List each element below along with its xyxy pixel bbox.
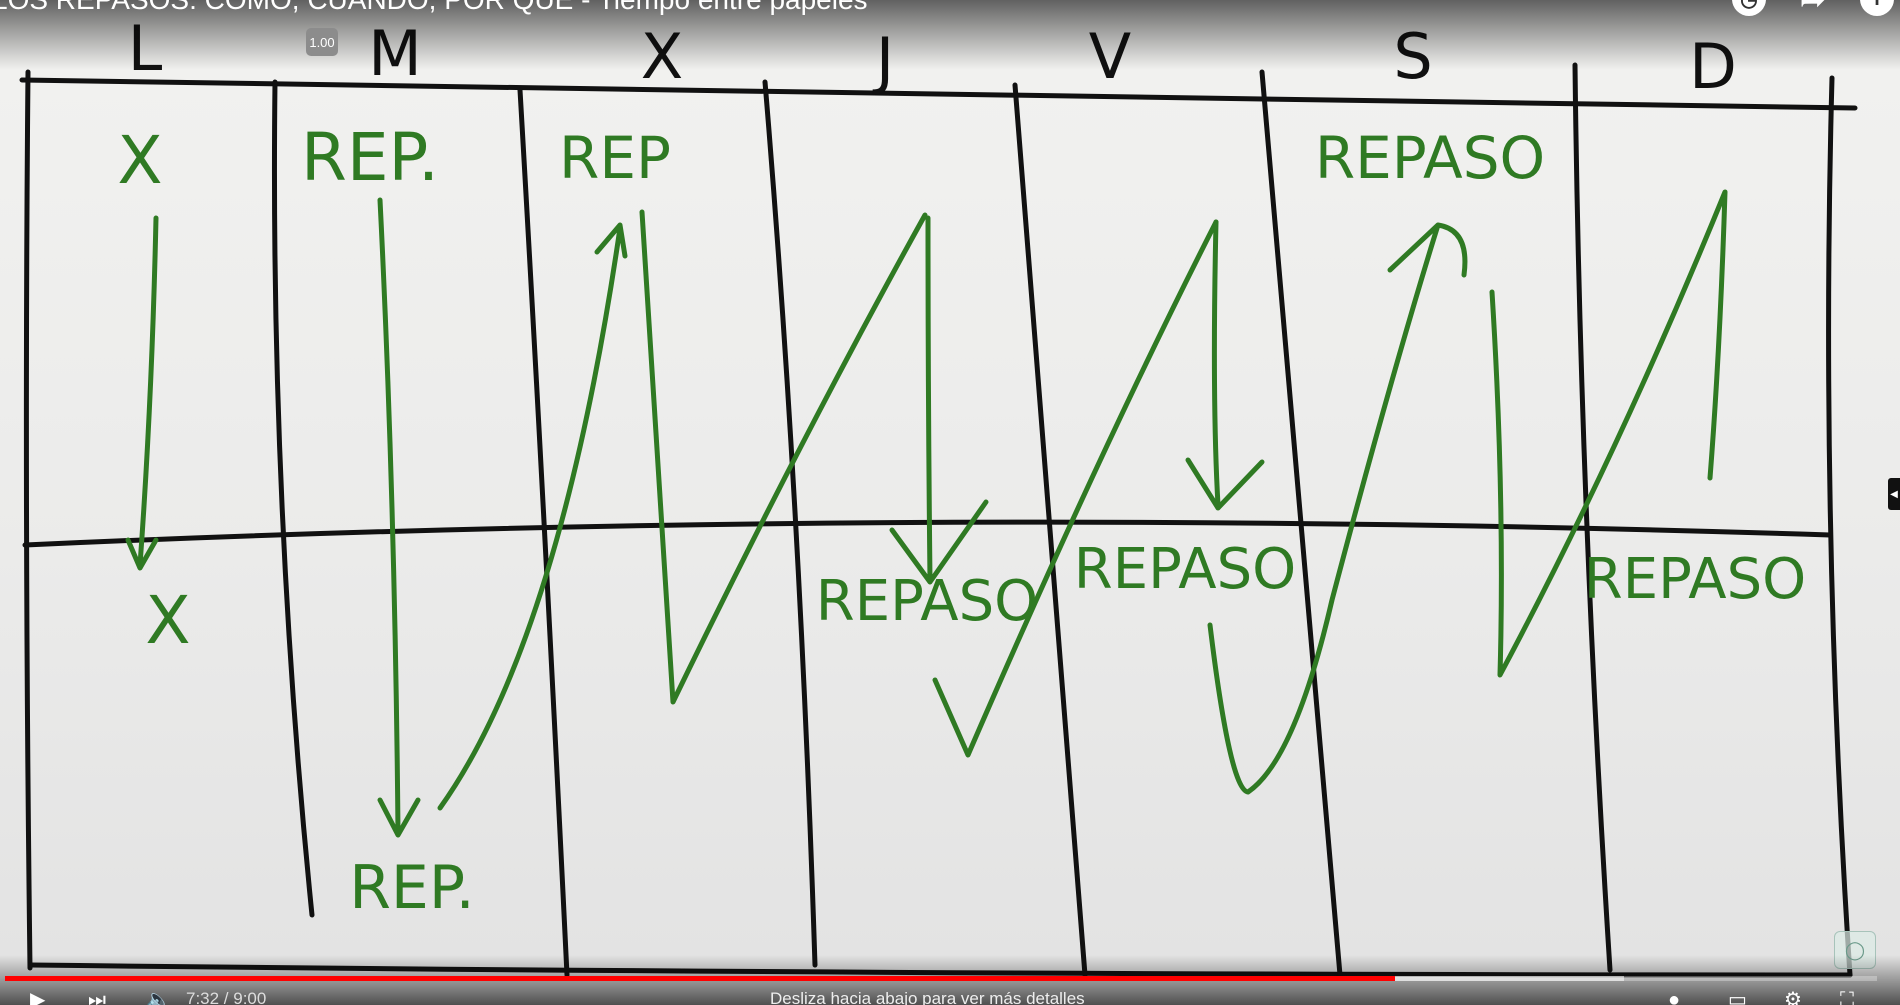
grid-col-divider-4 (1012, 82, 1088, 978)
swipe-hint: Desliza hacia abajo para ver más detalle… (770, 989, 1085, 1005)
autoplay-toggle-icon[interactable]: ● (1668, 989, 1681, 1005)
grid-middle-line (22, 519, 1833, 548)
channel-logo-mark: ◯ (1844, 939, 1866, 960)
volume-icon[interactable]: 🔈 (146, 989, 171, 1005)
top-cell-label-0: X (117, 122, 162, 199)
bottom-cell-label-0: X (145, 582, 190, 659)
video-title[interactable]: LOS REPASOS: CÓMO, CUÁNDO, POR QUÉ - Tie… (0, 0, 868, 16)
share-icon[interactable]: ➦ (1796, 0, 1830, 16)
grid-top-line (19, 77, 1858, 111)
bottom-cell-label-1: REP. (349, 853, 475, 923)
progress-played (5, 976, 1395, 981)
arrow-j-down (889, 215, 989, 585)
top-cell-label-2: REP (559, 124, 671, 192)
arrow-m-down (377, 197, 421, 838)
review-arrows (125, 189, 1728, 838)
arrow-l-down (125, 215, 159, 571)
player-controls: ▶ ⏭ 🔈 7:32 / 9:00 Desliza hacia abajo pa… (0, 989, 1900, 1005)
top-cell-label-1: REP. (301, 119, 439, 196)
play-icon[interactable]: ▶ (30, 989, 46, 1005)
progress-bar[interactable] (5, 976, 1877, 981)
playback-speed-badge: 1.00 (306, 28, 338, 56)
fullscreen-icon[interactable]: ⛶ (1840, 989, 1854, 1005)
grid-col-divider-3 (762, 79, 818, 968)
captions-icon[interactable]: ▭ (1728, 989, 1747, 1005)
top-icons: ◷ ➦ i (1732, 0, 1894, 16)
grid-col-divider-2 (517, 87, 570, 978)
arrow-v-to-s (1207, 222, 1468, 795)
top-cell-label-5: REPASO (1315, 124, 1545, 192)
next-icon[interactable]: ⏭ (88, 989, 106, 1005)
side-panel-toggle[interactable]: ◀ (1888, 478, 1900, 510)
arrow-m-to-x (437, 222, 628, 811)
zigzag-j-to-v (932, 219, 1219, 758)
grid-right-border (1826, 75, 1853, 978)
zigzag-s-to-d (1489, 189, 1728, 678)
time-display: 7:32 / 9:00 (186, 989, 267, 1005)
clock-icon[interactable]: ◷ (1732, 0, 1766, 16)
bottom-cell-label-6: REPASO (1584, 547, 1806, 612)
grid-col-divider-1 (271, 79, 315, 918)
bottom-cell-label-4: REPASO (1074, 537, 1296, 602)
chevron-left-icon: ◀ (1890, 488, 1898, 500)
info-icon[interactable]: i (1860, 0, 1894, 16)
arrow-v-down (1185, 219, 1265, 511)
zigzag-x-to-j (639, 209, 928, 705)
grid-left-border (23, 69, 33, 971)
settings-gear-icon[interactable]: ⚙ (1784, 989, 1802, 1005)
grid-col-divider-5 (1259, 69, 1343, 978)
title-bar: LOS REPASOS: CÓMO, CUÁNDO, POR QUÉ - Tie… (0, 0, 1900, 70)
